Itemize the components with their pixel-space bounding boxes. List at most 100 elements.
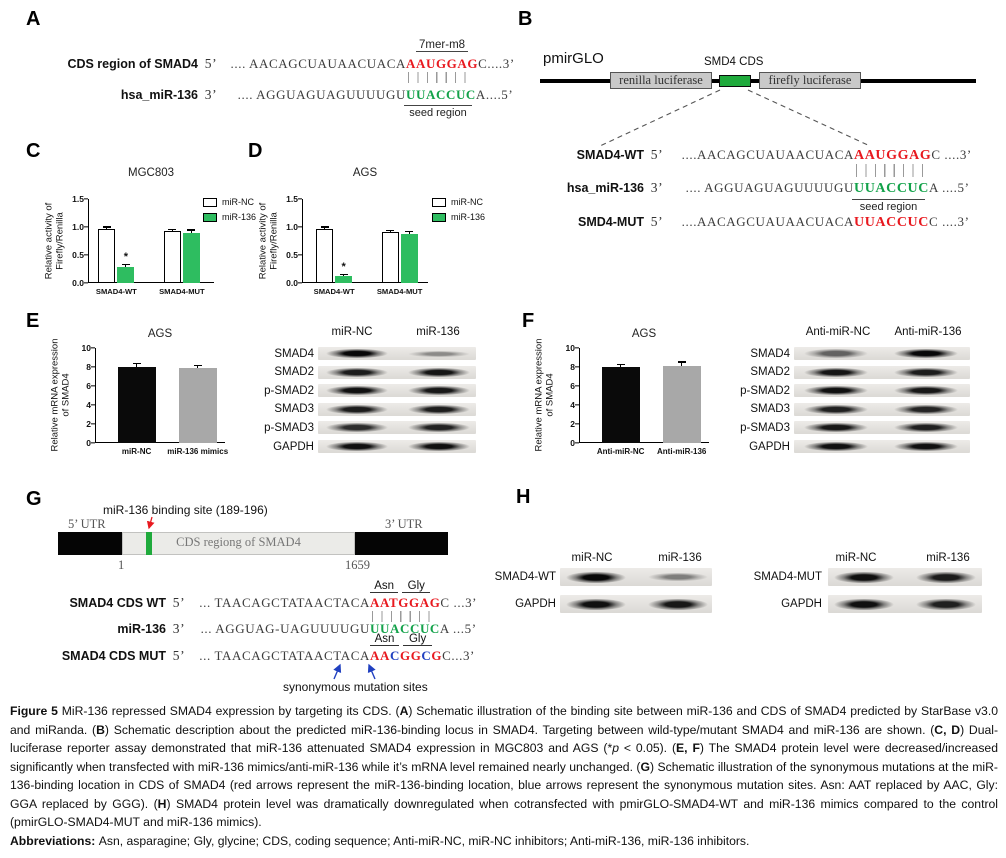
protein-band xyxy=(408,367,470,377)
legend-swatch xyxy=(203,212,217,222)
y-tick-label: 8 xyxy=(86,362,91,372)
y-tick-label: 8 xyxy=(570,362,575,372)
sequence-name: SMAD4 CDS WT xyxy=(69,596,166,610)
error-bar xyxy=(190,229,193,233)
sequence-name: miR-136 xyxy=(117,622,166,636)
y-tick-mark xyxy=(575,404,579,406)
mutated-site-highlight: UUACCUC xyxy=(854,214,929,231)
legend-label: miR-136 xyxy=(451,212,486,222)
y-tick-label: 0.0 xyxy=(72,278,84,288)
caption-bold-segment: C, D xyxy=(934,722,961,737)
y-axis-label: Relative activity of Firefly/Renilla xyxy=(43,202,66,280)
cds-bar xyxy=(122,532,355,555)
blot-strip xyxy=(794,440,970,453)
y-tick-mark xyxy=(91,347,95,349)
cds-start-pos: 1 xyxy=(118,558,125,572)
sequence-name: SMD4-MUT xyxy=(578,215,644,229)
sequence-suffix: C ....3’ xyxy=(928,214,970,229)
chart-legend: miR-NC miR-136 xyxy=(432,197,485,227)
red-binding-arrow xyxy=(146,516,155,530)
caption-segment: Asn, asparagine; Gly, glycine; CDS, codi… xyxy=(98,833,750,848)
firefly-luciferase-box: firefly luciferase xyxy=(759,72,861,89)
legend-item: miR-136 xyxy=(432,212,485,222)
blot-row-label: p-SMAD3 xyxy=(740,421,790,434)
blot-strip xyxy=(794,402,970,416)
chart-title: AGS xyxy=(631,328,657,340)
utr5-label: 5’ UTR xyxy=(68,517,106,531)
protein-band xyxy=(566,571,626,583)
blot-row-label: p-SMAD2 xyxy=(740,384,790,397)
error-bar xyxy=(125,263,127,268)
error-bar-cap xyxy=(677,361,686,363)
error-bar-cap xyxy=(193,364,202,366)
mutated-site-sequence: UUACCUC xyxy=(854,215,929,230)
y-axis-label: Relative activity of Firefly/Renilla xyxy=(257,202,280,280)
significance-star: * xyxy=(123,250,128,263)
prime-end: 5’ xyxy=(172,595,186,610)
lane-header: miR-NC xyxy=(331,326,373,338)
seed-sequence: UUACCUC xyxy=(854,181,929,196)
panel-a-mir-row: hsa_miR-136 3’ .... AGGUAGUAGUUUUGU UUAC… xyxy=(50,87,514,119)
y-tick-mark xyxy=(298,226,302,228)
mut-seq-part: AA xyxy=(370,648,390,663)
protein-band xyxy=(894,442,958,451)
error-bar-cap xyxy=(168,228,177,231)
panel-g-label: G xyxy=(26,488,42,510)
sequence-prefix: ....AACAGCUAUAACUACA xyxy=(681,147,854,162)
sequence-prefix: .... AACAGCUAUAACUACA xyxy=(230,56,406,71)
y-tick-label: 0 xyxy=(86,438,91,448)
caption-bold-segment: G xyxy=(640,759,650,774)
base-pair-ticks xyxy=(856,164,924,177)
bar-Anti-miR-136-SMAD4 mRNA xyxy=(662,365,701,443)
y-tick-mark xyxy=(84,226,88,228)
error-bar-cap xyxy=(616,363,625,365)
mutated-base: C xyxy=(389,648,400,663)
caption-segment: < 0.05). ( xyxy=(619,741,677,756)
codon-labels: Asn Gly xyxy=(370,580,431,593)
target-site-sequence: AATGGAG xyxy=(370,595,441,610)
seed-highlight: UUACCUC xyxy=(370,621,440,637)
error-bar-cap xyxy=(102,226,111,228)
sequence-suffix: A....5’ xyxy=(475,87,514,102)
blot-strip xyxy=(794,384,970,398)
blot-strip xyxy=(794,347,970,360)
y-tick-mark xyxy=(298,282,302,284)
blot-row-label: p-SMAD2 xyxy=(264,384,314,397)
error-bar xyxy=(619,363,622,367)
y-tick-mark xyxy=(575,423,579,425)
y-axis-label: Relative mRNA expression of SMAD4 xyxy=(533,338,556,452)
y-tick-label: 1.0 xyxy=(72,222,84,232)
blot-strip xyxy=(794,421,970,435)
x-category-label: SMAD4-MUT xyxy=(159,287,205,296)
target-site-sequence: AAUGGAG xyxy=(854,148,932,163)
error-bar xyxy=(323,226,326,230)
prime-end: 3’ xyxy=(204,87,218,102)
mutated-site-highlight: Asn Gly AACGGCG xyxy=(370,633,442,664)
luciferase-chart-mgc803: MGC803 Relative activity of Firefly/Renil… xyxy=(40,165,292,310)
plasmid-name: pmirGLO xyxy=(543,50,604,67)
sequence-prefix: ... AGGUAG-UAGUUUUGU xyxy=(200,621,370,636)
legend-label: miR-136 xyxy=(222,212,257,222)
x-category-label: miR-NC xyxy=(121,447,152,456)
protein-band xyxy=(916,598,976,610)
protein-band xyxy=(326,404,388,414)
blot-row-label: p-SMAD3 xyxy=(264,421,314,434)
y-tick-mark xyxy=(91,404,95,406)
y-tick-mark xyxy=(575,385,579,387)
legend-label: miR-NC xyxy=(222,197,254,207)
bar-SMAD4-MUT-miR-NC xyxy=(381,232,399,283)
chart-axes xyxy=(302,199,428,283)
chart-legend: miR-NC miR-136 xyxy=(203,197,256,227)
protein-band xyxy=(326,386,388,396)
blot-strip xyxy=(318,402,476,416)
blot-strip xyxy=(318,365,476,379)
protein-band xyxy=(408,350,470,357)
panel-b-mir-row: hsa_miR-136 3’ .... AGGUAGUAGUUUUGU UUAC… xyxy=(552,180,970,213)
base-pair-ticks xyxy=(408,72,471,83)
y-tick-mark xyxy=(84,254,88,256)
seed-region-label: seed region xyxy=(852,199,925,213)
protein-band xyxy=(894,349,958,358)
panel-h-label: H xyxy=(516,486,531,508)
error-bar-cap xyxy=(339,273,348,276)
protein-band xyxy=(804,367,868,377)
